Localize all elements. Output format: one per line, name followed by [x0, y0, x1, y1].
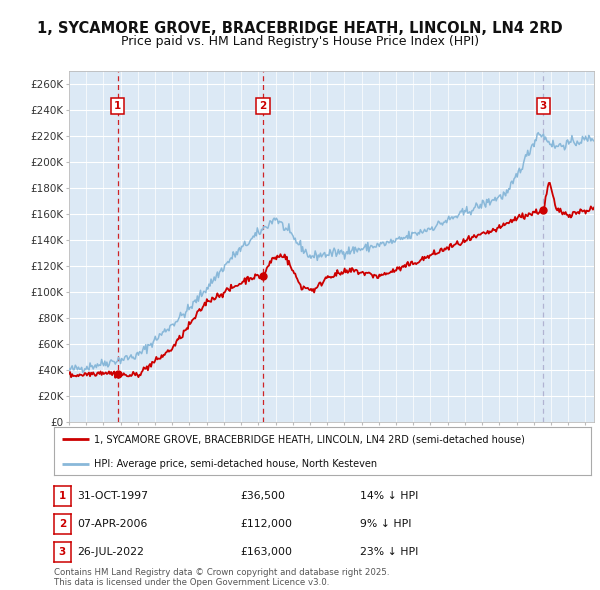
Text: £112,000: £112,000 [240, 519, 292, 529]
Text: 23% ↓ HPI: 23% ↓ HPI [360, 548, 418, 557]
Text: £163,000: £163,000 [240, 548, 292, 557]
Text: 3: 3 [59, 548, 66, 557]
Text: 07-APR-2006: 07-APR-2006 [77, 519, 147, 529]
Text: 26-JUL-2022: 26-JUL-2022 [77, 548, 143, 557]
Text: HPI: Average price, semi-detached house, North Kesteven: HPI: Average price, semi-detached house,… [94, 459, 377, 469]
Text: 1: 1 [114, 101, 121, 111]
Text: 1, SYCAMORE GROVE, BRACEBRIDGE HEATH, LINCOLN, LN4 2RD (semi-detached house): 1, SYCAMORE GROVE, BRACEBRIDGE HEATH, LI… [94, 434, 525, 444]
Text: £36,500: £36,500 [240, 491, 285, 500]
Text: 1, SYCAMORE GROVE, BRACEBRIDGE HEATH, LINCOLN, LN4 2RD: 1, SYCAMORE GROVE, BRACEBRIDGE HEATH, LI… [37, 21, 563, 35]
Text: 1: 1 [59, 491, 66, 500]
Text: 2: 2 [259, 101, 266, 111]
Text: 31-OCT-1997: 31-OCT-1997 [77, 491, 148, 500]
Text: 3: 3 [540, 101, 547, 111]
Text: 14% ↓ HPI: 14% ↓ HPI [360, 491, 418, 500]
Text: 9% ↓ HPI: 9% ↓ HPI [360, 519, 412, 529]
Text: Contains HM Land Registry data © Crown copyright and database right 2025.
This d: Contains HM Land Registry data © Crown c… [54, 568, 389, 587]
Text: 2: 2 [59, 519, 66, 529]
Text: Price paid vs. HM Land Registry's House Price Index (HPI): Price paid vs. HM Land Registry's House … [121, 35, 479, 48]
